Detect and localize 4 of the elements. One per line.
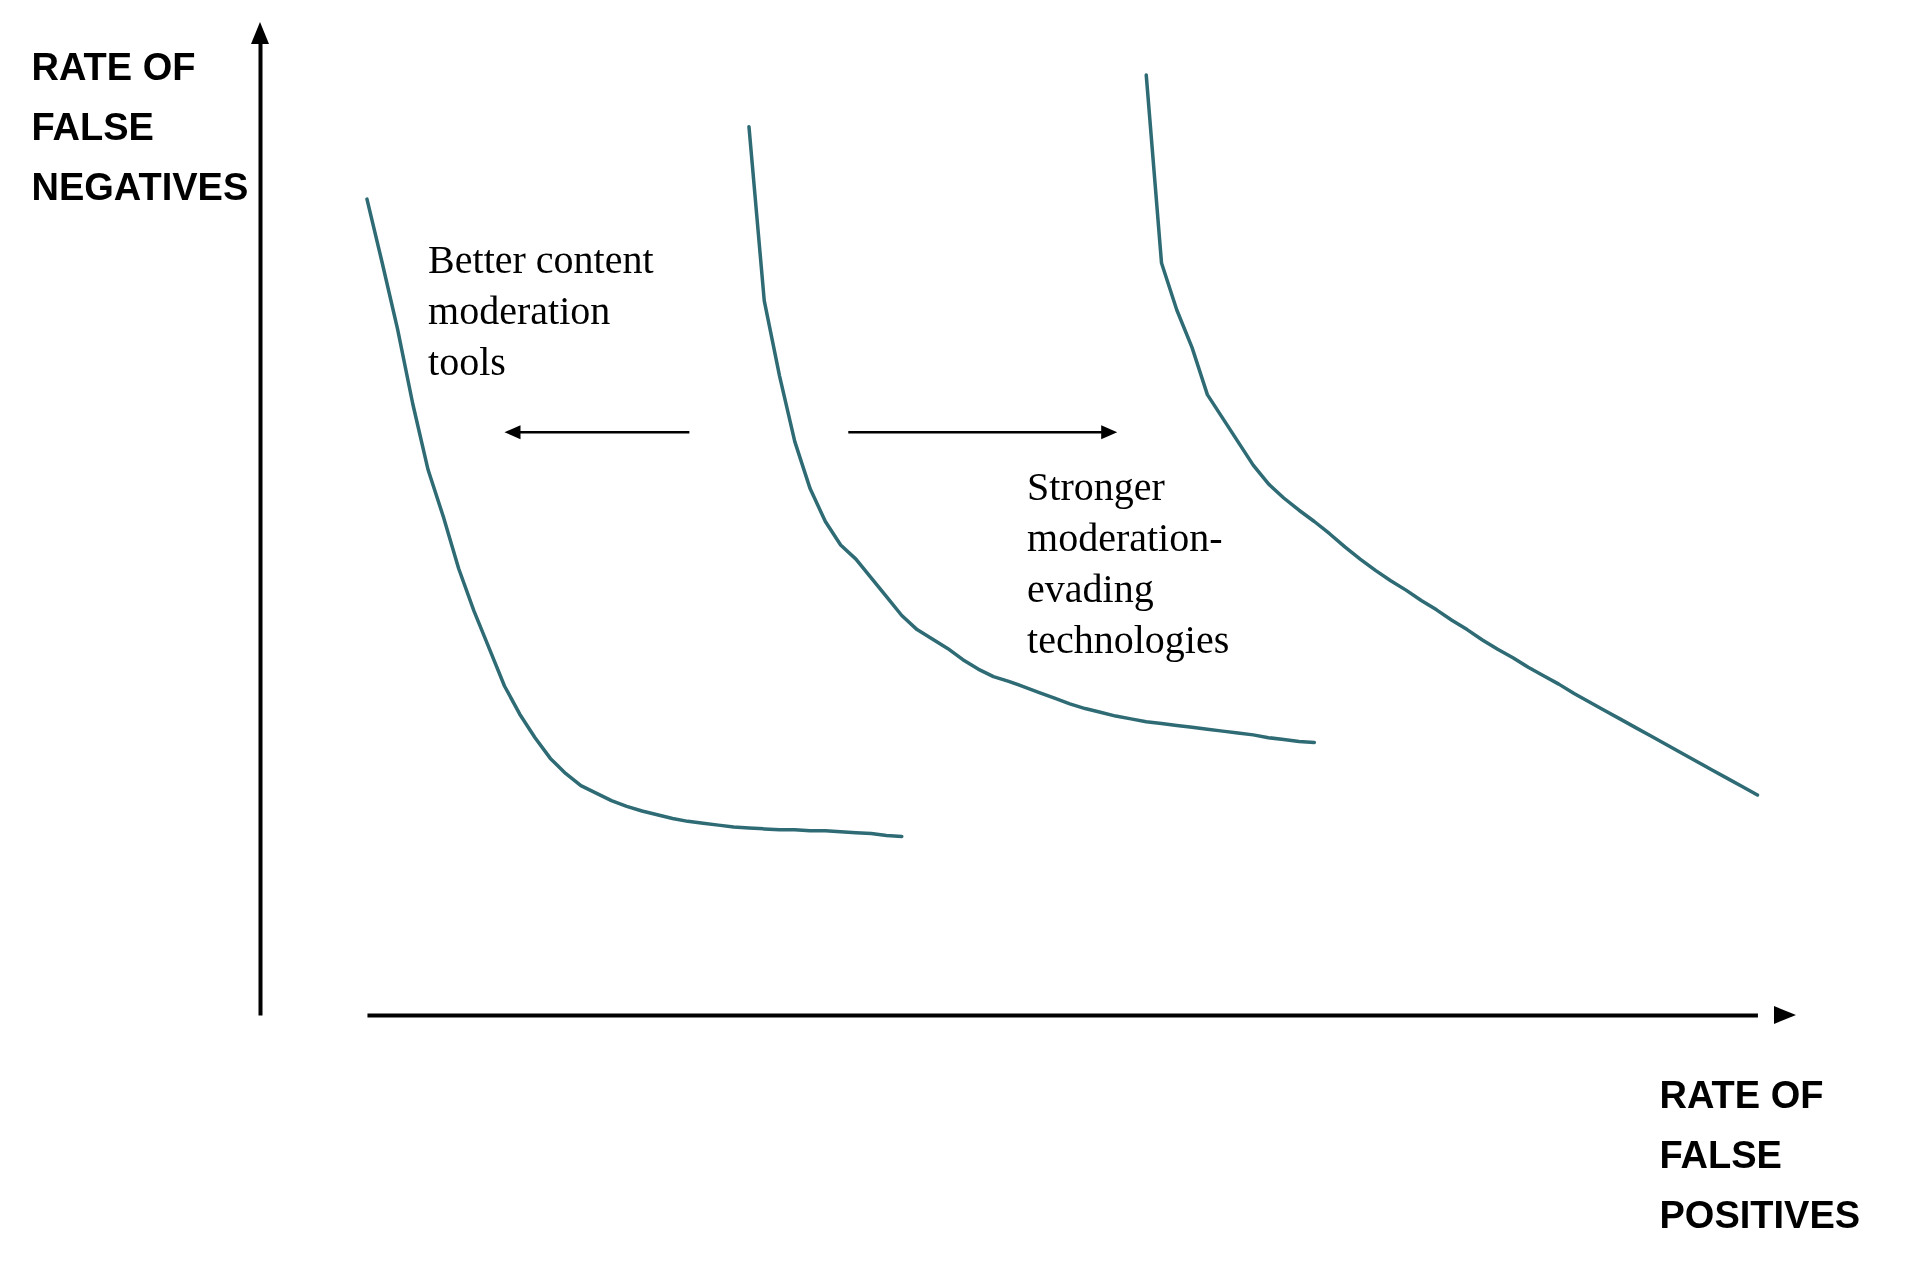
annotation: Better content moderation tools <box>428 237 654 385</box>
y-axis-title: RATE OF FALSE NEGATIVES <box>31 45 249 208</box>
x-axis-title: RATE OF FALSE POSITIVES <box>1659 1073 1861 1236</box>
annotation: Stronger moderation-evading technologies <box>1027 463 1230 662</box>
